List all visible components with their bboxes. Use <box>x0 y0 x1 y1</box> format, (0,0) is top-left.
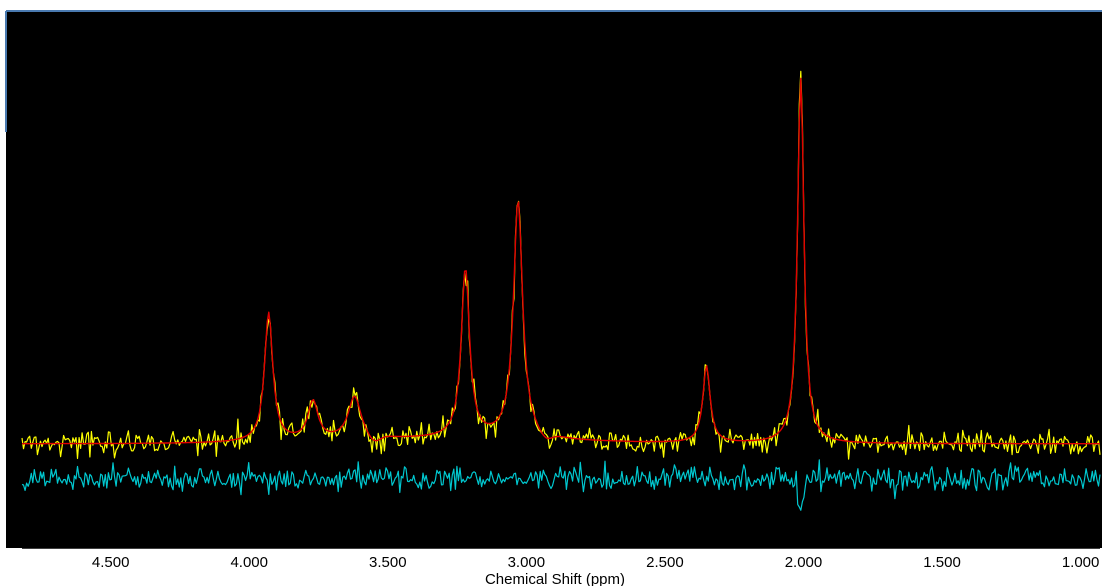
x-tick-label: 2.500 <box>646 554 684 571</box>
x-tick-label: 1.000 <box>1062 554 1100 571</box>
x-tick-label: 1.500 <box>923 554 961 571</box>
x-tick-label: 4.000 <box>230 554 268 571</box>
plot-area <box>6 11 1102 548</box>
x-tick-label: 3.000 <box>508 554 546 571</box>
x-tick-label: 4.500 <box>92 554 130 571</box>
x-tick-label: 2.000 <box>785 554 823 571</box>
series-layer <box>21 70 1101 511</box>
x-axis: 4.500 4.000 3.500 3.000 2.500 2.000 1.500 1.000 <box>22 537 1100 571</box>
x-tick-label: 3.500 <box>369 554 407 571</box>
fit-line <box>22 77 1100 445</box>
x-axis-title: Chemical Shift (ppm) <box>485 571 625 586</box>
residual-line <box>21 459 1101 511</box>
